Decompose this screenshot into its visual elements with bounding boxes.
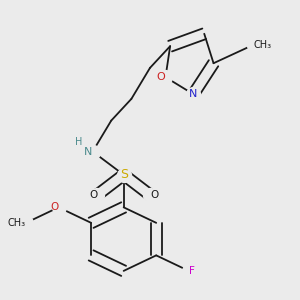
Text: O: O [50, 202, 59, 212]
Text: CH₃: CH₃ [254, 40, 272, 50]
Text: O: O [150, 190, 158, 200]
Text: N: N [189, 89, 198, 99]
Text: F: F [189, 266, 195, 276]
Text: N: N [84, 146, 93, 157]
Text: O: O [157, 72, 166, 82]
Text: O: O [89, 190, 97, 200]
Text: S: S [120, 168, 128, 181]
Text: H: H [75, 137, 82, 147]
Text: CH₃: CH₃ [8, 218, 26, 228]
